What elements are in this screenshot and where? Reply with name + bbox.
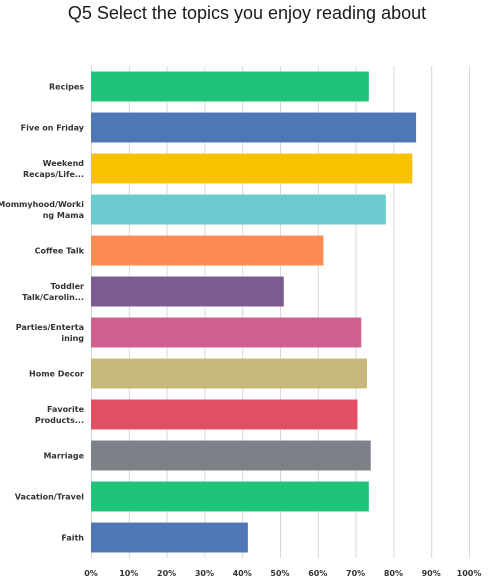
category-label: Weekend Recaps/Life...	[23, 159, 84, 179]
category-label: Faith	[61, 534, 84, 543]
category-label: Home Decor	[29, 370, 84, 379]
bar	[91, 194, 386, 225]
bar	[91, 522, 248, 553]
x-tick-label: 20%	[157, 569, 176, 578]
category-label: Favorite Products...	[35, 405, 85, 425]
bar	[91, 481, 369, 512]
bar	[91, 153, 413, 184]
bar	[91, 235, 324, 266]
x-tick-label: 90%	[422, 569, 441, 578]
x-tick-label: 60%	[308, 569, 327, 578]
category-label: Recipes	[49, 83, 84, 92]
category-label: Coffee Talk	[35, 247, 85, 256]
x-tick-label: 70%	[346, 569, 365, 578]
bar	[91, 317, 362, 348]
bar	[91, 399, 358, 430]
chart-title: Q5 Select the topics you enjoy reading a…	[67, 3, 427, 23]
x-tick-label: 30%	[195, 569, 214, 578]
category-label: Vacation/Travel	[15, 493, 85, 502]
bar	[91, 112, 417, 143]
x-tick-label: 80%	[384, 569, 403, 578]
category-label: Mommyhood/Worki ng Mama	[0, 200, 84, 220]
bar	[91, 358, 367, 389]
bar	[91, 276, 284, 307]
x-tick-label: 50%	[270, 569, 289, 578]
bar	[91, 440, 371, 471]
category-label: Marriage	[43, 452, 84, 461]
x-axis-ticks: 0% 10% 20% 30% 40% 50% 60% 70% 80% 90% 100%	[84, 569, 481, 578]
x-tick-label: 0%	[84, 569, 98, 578]
category-label: Toddler Talk/Carolin...	[22, 282, 84, 302]
category-label: Parties/Enterta ining	[16, 323, 85, 343]
category-label: Five on Friday	[21, 124, 85, 133]
x-tick-label: 40%	[233, 569, 252, 578]
category-labels: Recipes Five on Friday Weekend Recaps/Life.…	[0, 83, 85, 543]
bar	[91, 71, 369, 102]
gridlines	[91, 66, 470, 558]
x-tick-label: 10%	[119, 569, 138, 578]
bars	[91, 71, 417, 553]
x-tick-label: 100%	[457, 569, 482, 578]
